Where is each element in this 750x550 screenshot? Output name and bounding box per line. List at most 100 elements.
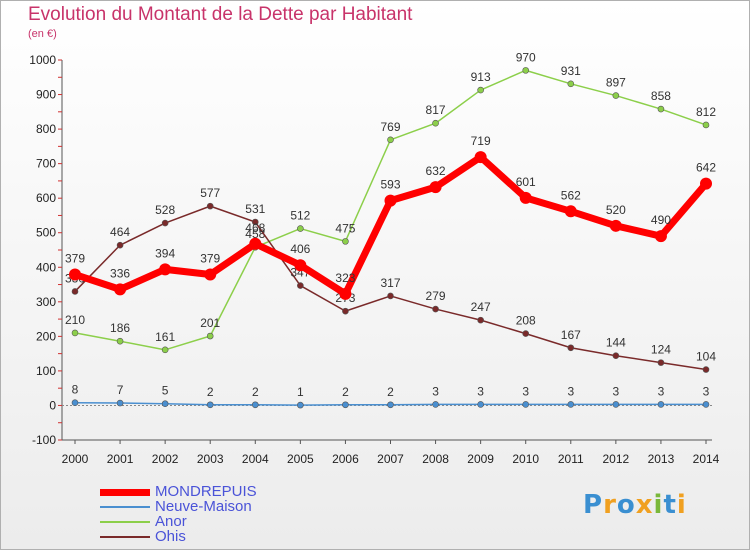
data-label: 601 (516, 175, 536, 189)
data-label: 3 (522, 384, 529, 398)
legend-swatch (100, 488, 150, 496)
data-label: 279 (426, 289, 446, 303)
data-point (342, 238, 349, 245)
data-point (522, 401, 530, 408)
legend-item: Ohis (100, 529, 257, 544)
data-label: 970 (516, 50, 536, 64)
data-point (251, 218, 259, 226)
data-label: 210 (65, 313, 85, 327)
data-point (657, 359, 665, 366)
x-tick-label: 2005 (287, 452, 314, 466)
y-tick-label: 200 (36, 329, 56, 343)
data-label: 3 (432, 384, 439, 398)
data-point (477, 86, 484, 94)
series-ohis: 3304645285775313472733172792472081671441… (65, 186, 716, 373)
data-label: 3 (567, 384, 574, 398)
logo-letter: t (663, 490, 677, 520)
x-tick-label: 2008 (422, 452, 449, 466)
data-point (206, 401, 214, 409)
y-tick-label: 400 (36, 260, 56, 274)
data-label: 897 (606, 76, 626, 90)
data-point (116, 399, 124, 407)
data-label: 531 (245, 202, 265, 216)
data-label: 632 (426, 164, 446, 178)
x-tick-label: 2014 (693, 452, 720, 466)
data-label: 593 (380, 178, 400, 192)
x-tick-label: 2009 (467, 452, 494, 466)
data-label: 2 (387, 385, 394, 399)
legend-item: Neuve-Maison (100, 499, 257, 514)
data-label: 161 (155, 330, 175, 344)
data-label: 464 (110, 225, 130, 239)
data-point (522, 330, 530, 337)
data-point (609, 219, 622, 232)
data-point (387, 292, 394, 300)
data-point (387, 136, 394, 144)
x-tick-label: 2011 (558, 452, 584, 466)
data-label: 769 (380, 120, 400, 134)
data-label: 317 (380, 276, 400, 290)
data-point (567, 344, 575, 352)
x-tick-label: 2012 (603, 452, 630, 466)
proxiti-logo: Proxiti (583, 490, 687, 520)
data-label: 3 (658, 384, 665, 398)
logo-letter: x (635, 490, 654, 520)
data-label: 642 (696, 161, 716, 175)
data-point (114, 283, 127, 296)
data-point (339, 287, 352, 300)
data-point (204, 268, 217, 281)
data-point (432, 119, 439, 127)
data-label: 931 (561, 64, 581, 78)
data-label: 336 (110, 266, 130, 280)
y-tick-label: 900 (36, 88, 56, 102)
logo-letter: i (676, 490, 687, 520)
data-label: 858 (651, 89, 671, 103)
data-point (702, 401, 710, 408)
data-label: 247 (471, 300, 491, 314)
data-point (612, 401, 620, 408)
data-label: 562 (561, 188, 581, 202)
data-point (161, 346, 169, 354)
data-point (474, 151, 487, 164)
data-point (384, 194, 397, 207)
data-point (297, 225, 304, 232)
data-label: 201 (200, 316, 220, 330)
series-mondrepuis: 379 336 394 379 468 406 323 593 632 719 601 562 520 4… (65, 134, 716, 300)
data-point (612, 352, 620, 360)
logo-letter: P (583, 490, 604, 520)
data-point (342, 401, 349, 409)
data-point (387, 401, 394, 409)
data-point (432, 305, 439, 313)
data-point (159, 263, 172, 276)
legend-swatch (100, 536, 150, 539)
data-label: 394 (155, 246, 175, 260)
data-point (294, 259, 307, 272)
data-label: 475 (335, 221, 355, 235)
data-label: 406 (290, 242, 310, 256)
y-tick-label: 800 (36, 122, 56, 136)
data-label: 817 (426, 103, 446, 117)
data-point (612, 92, 620, 99)
data-point (206, 202, 214, 210)
data-point (567, 401, 575, 408)
legend-item: MONDREPUIS (100, 484, 257, 499)
x-tick-label: 2001 (107, 452, 134, 466)
data-point (519, 191, 532, 204)
chart-title: Evolution du Montant de la Dette par Hab… (28, 4, 413, 25)
data-label: 323 (335, 271, 355, 285)
data-point (71, 288, 79, 295)
y-tick-label: 300 (36, 295, 56, 309)
y-tick-label: 700 (36, 157, 56, 171)
legend-label: Neuve-Maison (155, 498, 252, 515)
data-label: 379 (65, 252, 85, 266)
y-tick-label: 0 (49, 398, 56, 412)
data-label: 913 (471, 70, 491, 84)
data-label: 1 (297, 385, 304, 399)
data-point (161, 219, 169, 227)
series-neuve-maison: 8 7 5 2 2 1 2 2 3 3 3 3 3 3 3 (72, 383, 710, 409)
data-point (297, 401, 304, 409)
y-tick-label: -100 (32, 433, 56, 447)
x-tick-label: 2007 (377, 452, 404, 466)
data-point (654, 230, 667, 243)
logo-letter: i (653, 490, 664, 520)
